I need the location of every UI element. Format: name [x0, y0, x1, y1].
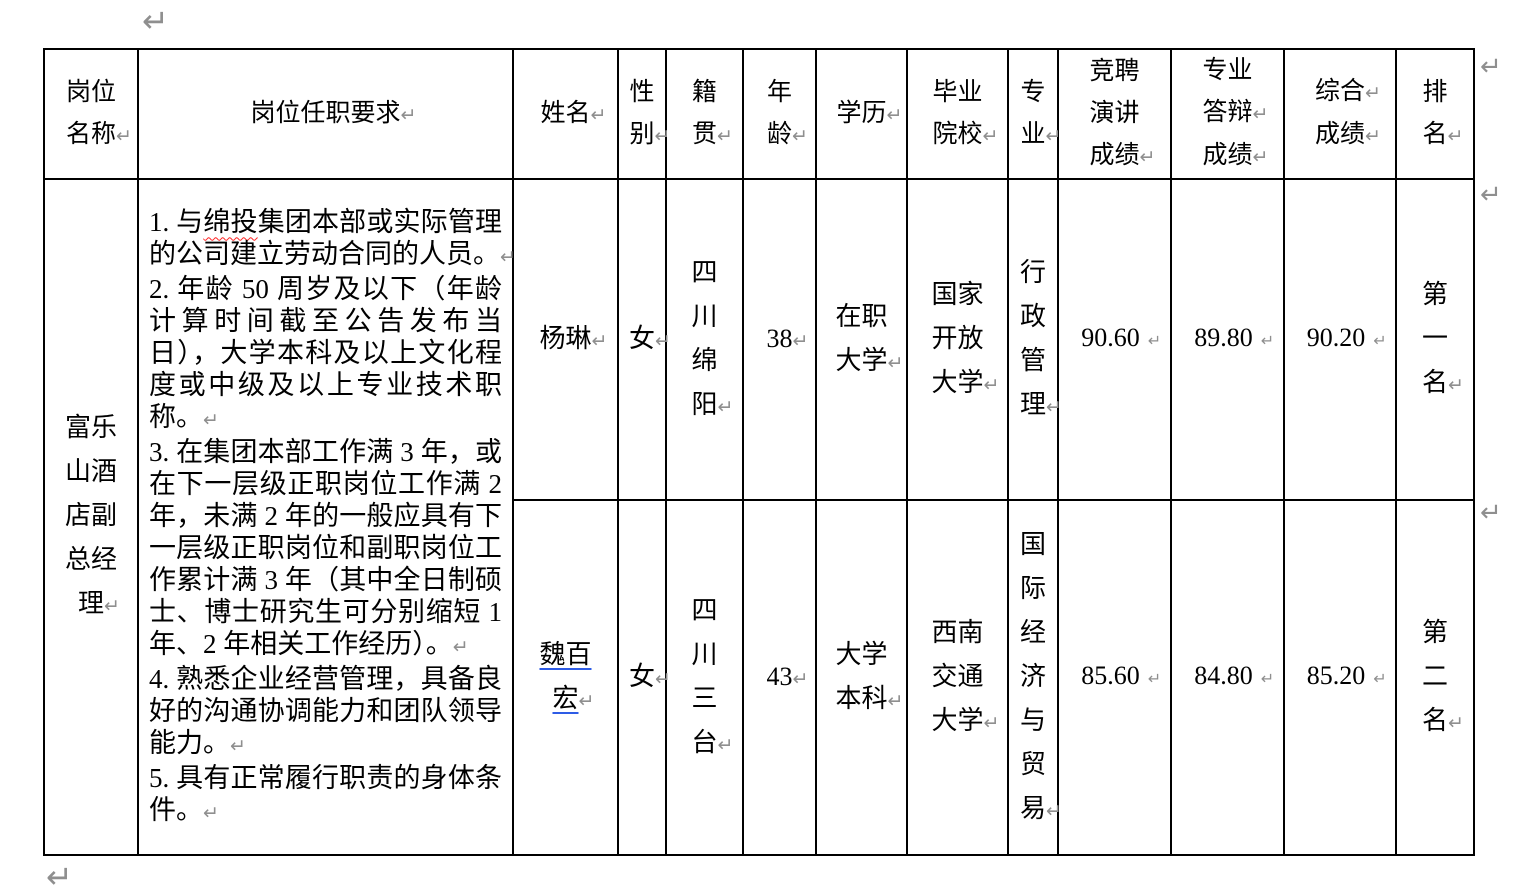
- row-end-mark-icon: ↵: [1480, 498, 1502, 528]
- header-requirements: 岗位任职要求↵: [137, 48, 514, 180]
- requirement-item-1: 1. 与绵投集团本部或实际管理的公司建立劳动合同的人员。↵: [149, 206, 516, 269]
- requirements-cell: 1. 与绵投集团本部或实际管理的公司建立劳动合同的人员。↵ 2. 年龄 50 周…: [137, 178, 516, 856]
- candidate-name-link[interactable]: 魏百宏: [539, 639, 592, 713]
- requirement-item-4: 4. 熟悉企业经营管理，具备良好的沟通协调能力和团队领导能力。↵: [149, 663, 502, 758]
- speech-score-cell: 90.60 ↵: [1057, 178, 1172, 501]
- defense-score-cell: 84.80 ↵: [1170, 499, 1285, 856]
- header-school: 毕业院校↵: [906, 48, 1009, 180]
- overall-score-cell: 85.20 ↵: [1283, 499, 1397, 856]
- results-table: 岗位名称↵ 岗位任职要求↵ 姓名↵ 性别↵ 籍贯↵ 年龄↵ 学历↵ 毕业院校↵ …: [43, 48, 1475, 856]
- education-cell: 大学本科↵: [815, 499, 908, 856]
- misspelled-text: 绵投: [203, 206, 258, 237]
- name-cell: 杨琳↵: [512, 178, 619, 501]
- header-age: 年龄↵: [742, 48, 817, 180]
- header-name: 姓名↵: [512, 48, 619, 180]
- row-end-mark-icon: ↵: [1480, 52, 1502, 82]
- header-defense-score: 专业答辩↵ 成绩↵: [1170, 48, 1285, 180]
- header-position-name: 岗位名称↵: [43, 48, 139, 180]
- candidate-row: 富乐山酒店副总经理↵ 1. 与绵投集团本部或实际管理的公司建立劳动合同的人员。↵…: [43, 178, 1475, 856]
- defense-score-cell: 89.80 ↵: [1170, 178, 1285, 501]
- gender-cell: 女↵: [617, 178, 671, 501]
- pilcrow-mark-icon: ↵: [142, 2, 169, 40]
- rank-cell: 第二名↵: [1395, 499, 1475, 856]
- school-cell: 国家开放大学↵: [906, 178, 1009, 501]
- row-end-mark-icon: ↵: [1480, 180, 1502, 210]
- header-gender: 性别↵: [617, 48, 670, 180]
- requirement-item-3: 3. 在集团本部工作满 3 年，或在下一层级正职岗位工作满 2 年，未满 2 年…: [149, 436, 502, 659]
- header-row: 岗位名称↵ 岗位任职要求↵ 姓名↵ 性别↵ 籍贯↵ 年龄↵ 学历↵ 毕业院校↵ …: [43, 48, 1475, 180]
- overall-score-cell: 90.20 ↵: [1283, 178, 1397, 501]
- header-rank: 排名↵: [1395, 48, 1475, 180]
- header-speech-score: 竞聘演讲成绩↵: [1057, 48, 1172, 180]
- major-cell: 行政管理↵: [1007, 178, 1062, 501]
- gender-cell: 女↵: [617, 499, 671, 856]
- rank-cell: 第一名↵: [1395, 178, 1475, 501]
- age-cell: 43↵: [742, 499, 817, 856]
- speech-score-cell: 85.60 ↵: [1057, 499, 1172, 856]
- school-cell: 西南交通大学↵: [906, 499, 1009, 856]
- native-place-cell: 四川三台↵: [665, 499, 744, 856]
- candidate-row: 魏百宏↵ 女↵ 四川三台↵ 43↵ 大学本科↵ 西南交通大学↵ 国际经济与贸易↵…: [44, 499, 1475, 856]
- major-cell: 国际经济与贸易↵: [1007, 499, 1062, 856]
- education-cell: 在职大学↵: [815, 178, 908, 501]
- header-education: 学历↵: [815, 48, 908, 180]
- header-native-place: 籍贯↵: [665, 48, 744, 180]
- header-overall-score: 综合↵ 成绩↵: [1283, 48, 1397, 180]
- requirement-item-2: 2. 年龄 50 周岁及以下（年龄计算时间截至公告发布当日），大学本科及以上文化…: [149, 273, 502, 432]
- native-place-cell: 四川绵阳↵: [665, 178, 744, 501]
- position-name-cell: 富乐山酒店副总经理↵: [43, 178, 139, 856]
- requirement-item-5: 5. 具有正常履行职责的身体条件。↵: [149, 762, 502, 825]
- name-cell: 魏百宏↵: [512, 499, 619, 856]
- age-cell: 38↵: [742, 178, 817, 501]
- header-major: 专业↵: [1007, 48, 1061, 180]
- pilcrow-mark-icon: ↵: [46, 858, 73, 886]
